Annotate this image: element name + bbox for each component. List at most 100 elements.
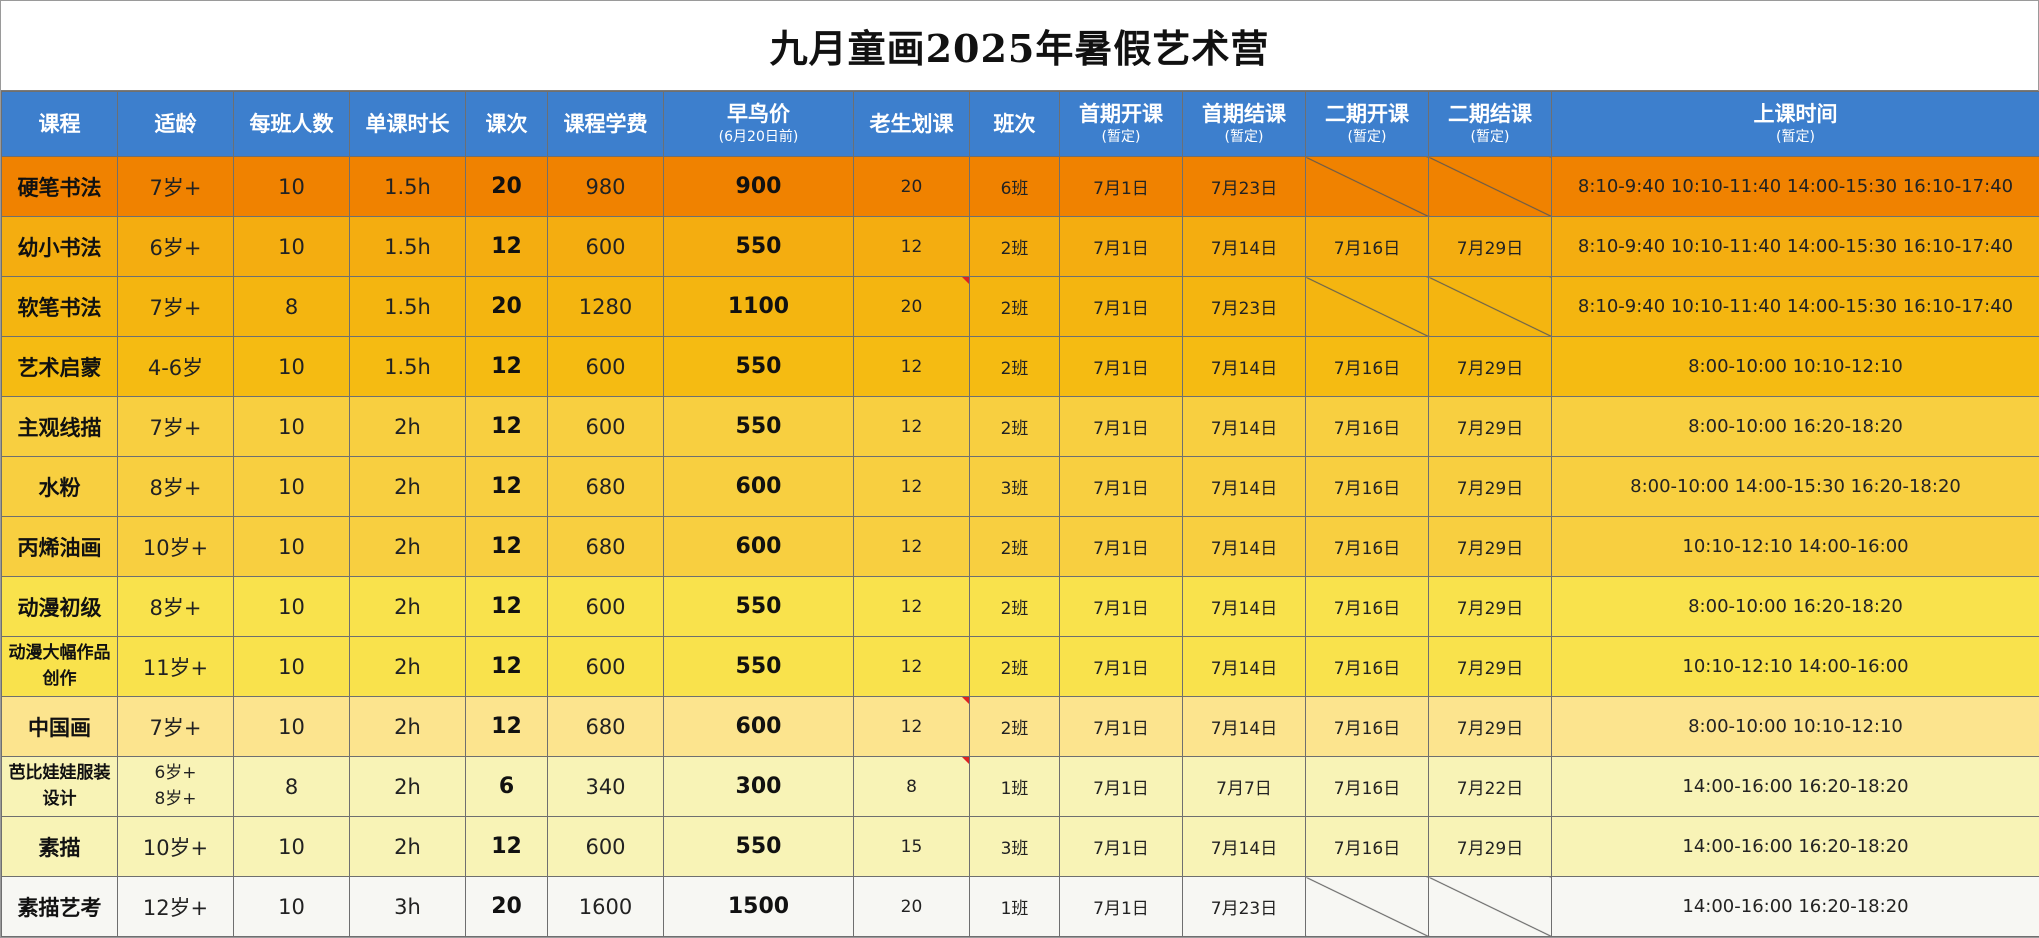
column-header-label: 每班人数: [249, 111, 334, 136]
duration-cell: 2h: [349, 516, 466, 577]
schedule-cell: 8:00-10:00 16:20-18:20: [1551, 396, 2039, 457]
fee-cell: 1280: [547, 276, 664, 337]
class-size-cell: 10: [233, 456, 350, 517]
duration-cell: 2h: [349, 636, 466, 697]
class-size-cell: 10: [233, 516, 350, 577]
first-term-start-cell: 7月1日: [1059, 576, 1183, 637]
column-header: 老生划课: [853, 91, 970, 157]
duration-cell: 1.5h: [349, 156, 466, 217]
second-term-start-cell: 7月16日: [1305, 396, 1429, 457]
early-bird-price-cell: 600: [663, 696, 854, 757]
duration-cell: 2h: [349, 756, 466, 817]
early-bird-price-cell: 550: [663, 216, 854, 277]
column-header-note: (暂定): [1347, 129, 1387, 146]
course-name-cell: 硬笔书法: [1, 156, 118, 217]
course-name-cell: 艺术启蒙: [1, 336, 118, 397]
table-row: 芭比娃娃服装设计 6岁+ 8岁+ 8 2h 6 340 300 8 1班 7月1日 7月7日 7月16日…: [1, 756, 2039, 817]
table-row: 动漫大幅作品创作 11岁+ 10 2h 12 600 550 12 2班 7月1日 7月14日 7月1…: [1, 636, 2039, 697]
schedule-cell: 14:00-16:00 16:20-18:20: [1551, 876, 2039, 937]
class-count-cell: 6班: [969, 156, 1060, 217]
first-term-start-cell: 7月1日: [1059, 456, 1183, 517]
second-term-start-cell: 7月16日: [1305, 456, 1429, 517]
table-row: 中国画 7岁+ 10 2h 12 680 600 12 2班 7月1日 7月14日 7月16日 7月29…: [1, 696, 2039, 757]
table-row: 丙烯油画 10岁+ 10 2h 12 680 600 12 2班 7月1日 7月14日 7月16日 7月…: [1, 516, 2039, 577]
returning-student-cell: 15: [853, 816, 970, 877]
first-term-end-cell: 7月14日: [1182, 336, 1306, 397]
schedule-cell: 10:10-12:10 14:00-16:00: [1551, 636, 2039, 697]
age-cell: 7岁+: [117, 156, 234, 217]
course-name-cell: 中国画: [1, 696, 118, 757]
fee-cell: 600: [547, 396, 664, 457]
course-name-cell: 丙烯油画: [1, 516, 118, 577]
second-term-start-cell: [1305, 156, 1429, 217]
sessions-cell: 12: [465, 696, 548, 757]
first-term-start-cell: 7月1日: [1059, 516, 1183, 577]
second-term-end-cell: [1428, 876, 1552, 937]
class-size-cell: 10: [233, 396, 350, 457]
title-bar: 九月童画2025年暑假艺术营: [1, 1, 2038, 91]
schedule-cell: 8:10-9:40 10:10-11:40 14:00-15:30 16:10-…: [1551, 156, 2039, 217]
schedule-cell: 10:10-12:10 14:00-16:00: [1551, 516, 2039, 577]
age-cell: 12岁+: [117, 876, 234, 937]
course-name-cell: 软笔书法: [1, 276, 118, 337]
second-term-end-cell: 7月29日: [1428, 696, 1552, 757]
second-term-end-cell: 7月29日: [1428, 636, 1552, 697]
second-term-end-cell: 7月29日: [1428, 516, 1552, 577]
class-count-cell: 3班: [969, 816, 1060, 877]
class-size-cell: 10: [233, 696, 350, 757]
schedule-cell: 14:00-16:00 16:20-18:20: [1551, 816, 2039, 877]
class-size-cell: 10: [233, 156, 350, 217]
early-bird-price-cell: 550: [663, 336, 854, 397]
early-bird-price-cell: 600: [663, 456, 854, 517]
first-term-start-cell: 7月1日: [1059, 636, 1183, 697]
second-term-end-cell: [1428, 156, 1552, 217]
column-header: 二期结课 (暂定): [1428, 91, 1552, 157]
returning-student-cell: 20: [853, 276, 970, 337]
first-term-end-cell: 7月14日: [1182, 456, 1306, 517]
fee-cell: 680: [547, 456, 664, 517]
first-term-end-cell: 7月14日: [1182, 216, 1306, 277]
column-header-note: (暂定): [1776, 129, 1815, 146]
class-count-cell: 2班: [969, 576, 1060, 637]
first-term-end-cell: 7月14日: [1182, 396, 1306, 457]
schedule-cell: 8:00-10:00 10:10-12:10: [1551, 696, 2039, 757]
first-term-start-cell: 7月1日: [1059, 276, 1183, 337]
second-term-end-cell: 7月22日: [1428, 756, 1552, 817]
header-row: 课程 适龄 每班人数 单课时长 课次 课程学费 早鸟价 (6月20日前) 老生划课 班次 首期开课 (…: [1, 91, 2039, 157]
sessions-cell: 12: [465, 516, 548, 577]
returning-student-cell: 12: [853, 576, 970, 637]
returning-student-cell: 12: [853, 636, 970, 697]
first-term-end-cell: 7月14日: [1182, 696, 1306, 757]
returning-student-cell: 12: [853, 396, 970, 457]
class-count-cell: 2班: [969, 516, 1060, 577]
age-cell: 8岁+: [117, 576, 234, 637]
column-header-label: 适龄: [154, 111, 197, 136]
returning-student-cell: 12: [853, 216, 970, 277]
second-term-start-cell: [1305, 276, 1429, 337]
table-row: 幼小书法 6岁+ 10 1.5h 12 600 550 12 2班 7月1日 7月14日 7月16日 7…: [1, 216, 2039, 277]
column-header: 适龄: [117, 91, 234, 157]
course-name-cell: 水粉: [1, 456, 118, 517]
second-term-start-cell: [1305, 876, 1429, 937]
age-cell: 7岁+: [117, 396, 234, 457]
age-cell: 4-6岁: [117, 336, 234, 397]
early-bird-price-cell: 600: [663, 516, 854, 577]
table-row: 素描 10岁+ 10 2h 12 600 550 15 3班 7月1日 7月14日 7月16日 7月29…: [1, 816, 2039, 877]
column-header: 上课时间 (暂定): [1551, 91, 2039, 157]
duration-cell: 2h: [349, 456, 466, 517]
column-header: 课程: [1, 91, 118, 157]
column-header-note: (暂定): [1101, 129, 1141, 146]
early-bird-price-cell: 550: [663, 636, 854, 697]
class-size-cell: 10: [233, 636, 350, 697]
second-term-end-cell: 7月29日: [1428, 576, 1552, 637]
first-term-end-cell: 7月14日: [1182, 516, 1306, 577]
schedule-cell: 8:10-9:40 10:10-11:40 14:00-15:30 16:10-…: [1551, 276, 2039, 337]
first-term-start-cell: 7月1日: [1059, 696, 1183, 757]
fee-cell: 600: [547, 336, 664, 397]
age-cell: 11岁+: [117, 636, 234, 697]
class-count-cell: 3班: [969, 456, 1060, 517]
second-term-end-cell: 7月29日: [1428, 216, 1552, 277]
column-header-label: 首期结课: [1202, 102, 1286, 127]
comment-marker: [962, 697, 969, 704]
